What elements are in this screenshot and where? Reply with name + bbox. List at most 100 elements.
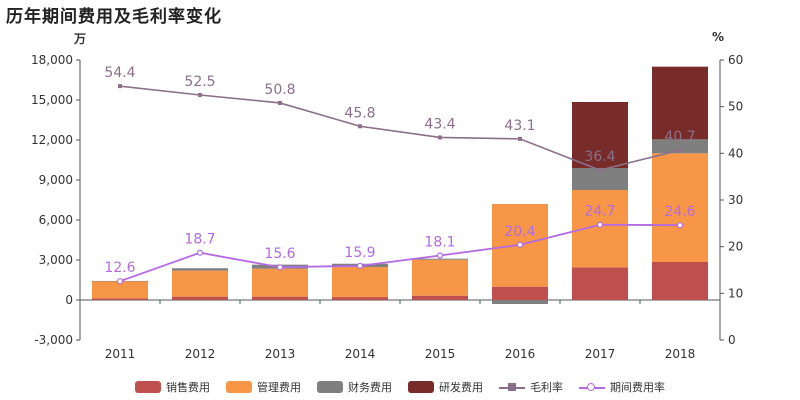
y2-tick-label: 10: [728, 286, 743, 300]
legend-swatch-finance: [317, 381, 343, 393]
x-tick-label: 2012: [185, 347, 216, 361]
legend-swatch-sales: [135, 381, 161, 393]
point-gross-margin: [118, 84, 122, 89]
bar-sales: [92, 298, 148, 300]
point-gross-margin: [358, 124, 362, 129]
bar-admin: [252, 268, 308, 297]
y2-tick-label: 60: [728, 53, 743, 67]
y-tick-label: 9,000: [39, 173, 73, 187]
point-gross-margin: [598, 168, 602, 173]
legend-line-expense-ratio: [579, 381, 605, 393]
bar-sales: [652, 262, 708, 300]
x-tick-label: 2017: [585, 347, 616, 361]
bar-finance: [412, 258, 468, 260]
line-expense-ratio: [119, 223, 681, 283]
legend-label-expense-ratio: 期间费用率: [610, 381, 665, 394]
bar-sales: [252, 296, 308, 300]
bar-admin: [652, 153, 708, 262]
bar-sales: [572, 267, 628, 300]
point-expense-ratio: [596, 221, 604, 228]
legend-item-sales[interactable]: 销售费用: [135, 379, 210, 395]
bar-sales: [412, 295, 468, 300]
data-label-expense-ratio: 24.7: [584, 204, 615, 220]
legend-item-expense-ratio[interactable]: 期间费用率: [579, 379, 665, 395]
data-label-expense-ratio: 12.6: [104, 260, 135, 276]
y-tick-label: 3,000: [39, 253, 73, 267]
point-expense-ratio: [436, 252, 444, 259]
data-label-gross-margin: 52.5: [184, 74, 215, 90]
point-gross-margin: [438, 135, 442, 140]
legend-swatch-rnd: [408, 381, 434, 393]
legend-item-admin[interactable]: 管理费用: [226, 379, 301, 395]
bar-finance: [492, 300, 548, 304]
data-label-expense-ratio: 18.7: [184, 232, 215, 248]
data-label-expense-ratio: 15.9: [344, 245, 375, 261]
legend-item-rnd[interactable]: 研发费用: [408, 379, 483, 395]
data-label-gross-margin: 40.7: [664, 129, 695, 145]
bar-sales: [492, 286, 548, 300]
point-expense-ratio: [516, 241, 524, 248]
x-tick-label: 2015: [425, 347, 456, 361]
point-gross-margin: [278, 100, 282, 105]
line-gross-margin: [119, 85, 681, 171]
bar-sales: [332, 297, 388, 300]
y2-tick-label: 0: [728, 333, 736, 347]
legend-line-gross-margin: [499, 381, 525, 393]
point-expense-ratio: [356, 262, 364, 269]
data-label-expense-ratio: 15.6: [264, 246, 295, 262]
data-label-expense-ratio: 24.6: [664, 204, 695, 220]
data-label-expense-ratio: 20.4: [504, 224, 535, 240]
data-label-gross-margin: 43.4: [424, 116, 455, 132]
legend-item-gross-margin[interactable]: 毛利率: [499, 379, 563, 395]
legend-label-finance: 财务费用: [348, 381, 392, 394]
y-tick-label: 6,000: [39, 213, 73, 227]
point-expense-ratio: [116, 278, 124, 285]
y-tick-label: 0: [65, 293, 73, 307]
point-gross-margin: [518, 136, 522, 141]
point-gross-margin: [198, 93, 202, 97]
bar-finance: [572, 168, 628, 190]
x-tick-label: 2018: [665, 347, 696, 361]
point-expense-ratio: [676, 222, 684, 229]
data-label-gross-margin: 45.8: [344, 105, 375, 121]
legend-item-finance[interactable]: 财务费用: [317, 379, 392, 395]
chart-title: 历年期间费用及毛利率变化: [6, 7, 222, 27]
data-label-gross-margin: 54.4: [104, 65, 135, 81]
x-tick-label: 2013: [265, 347, 296, 361]
bar-admin: [332, 267, 388, 298]
bar-admin: [412, 259, 468, 296]
chart-legend: 销售费用 管理费用 财务费用 研发费用 毛利率 期间费用率: [0, 378, 800, 396]
bar-admin: [172, 270, 228, 297]
data-label-expense-ratio: 18.1: [424, 235, 455, 251]
point-expense-ratio: [196, 249, 204, 256]
data-label-gross-margin: 36.4: [584, 149, 615, 165]
legend-label-admin: 管理费用: [257, 381, 301, 394]
bar-admin: [572, 190, 628, 268]
legend-label-sales: 销售费用: [166, 381, 210, 394]
bar-finance: [652, 139, 708, 154]
y-tick-label: 12,000: [31, 133, 73, 147]
x-tick-label: 2011: [105, 347, 136, 361]
x-tick-label: 2016: [505, 347, 536, 361]
bar-rnd: [572, 102, 628, 168]
point-expense-ratio: [276, 264, 284, 271]
y2-tick-label: 20: [728, 240, 743, 254]
bar-finance: [172, 268, 228, 271]
point-gross-margin: [678, 148, 682, 153]
right-axis-unit: %: [712, 30, 725, 44]
y-tick-label: -3,000: [34, 333, 73, 347]
y2-tick-label: 40: [728, 146, 743, 160]
bar-admin: [92, 281, 148, 299]
y-tick-label: 18,000: [31, 53, 73, 67]
y2-tick-label: 50: [728, 100, 743, 114]
data-label-gross-margin: 43.1: [504, 118, 535, 134]
data-label-gross-margin: 50.8: [264, 82, 295, 98]
legend-label-gross-margin: 毛利率: [530, 381, 563, 394]
left-axis-unit: 万: [74, 32, 87, 46]
legend-label-rnd: 研发费用: [439, 381, 483, 394]
y-tick-label: 15,000: [31, 93, 73, 107]
bar-sales: [172, 296, 228, 300]
legend-swatch-admin: [226, 381, 252, 393]
y2-tick-label: 30: [728, 193, 743, 207]
